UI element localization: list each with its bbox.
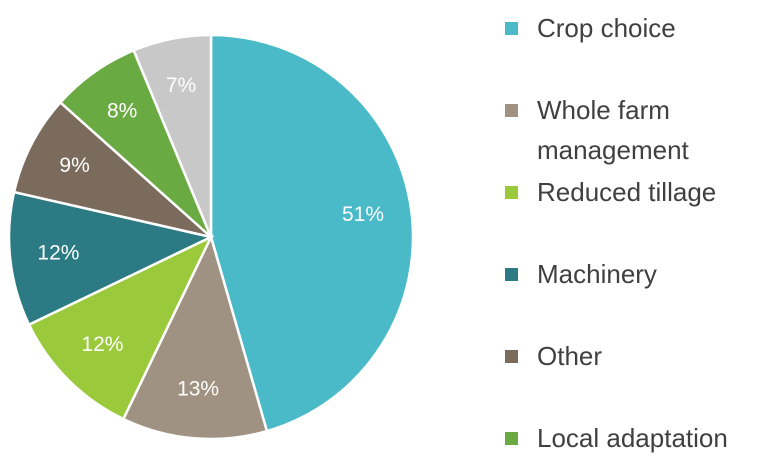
pie-slice bbox=[209, 33, 415, 433]
data-label: 7% bbox=[166, 74, 196, 97]
legend-entry: Local adaptation bbox=[505, 418, 767, 458]
data-label: 8% bbox=[107, 99, 137, 122]
legend-label: Other bbox=[537, 341, 603, 371]
pie-slice bbox=[12, 100, 212, 239]
data-label: 12% bbox=[81, 333, 123, 356]
data-label: 12% bbox=[37, 242, 79, 265]
data-label: 13% bbox=[177, 378, 219, 401]
legend-swatch bbox=[505, 432, 518, 445]
pie-slice bbox=[121, 233, 269, 441]
pie-slice bbox=[7, 190, 215, 327]
legend-swatch bbox=[505, 186, 518, 199]
legend-label: Whole farm management bbox=[537, 95, 689, 165]
pie-slice bbox=[132, 33, 213, 238]
legend-swatch bbox=[505, 104, 518, 117]
legend-entry: Reduced tillage bbox=[505, 172, 767, 212]
data-label: 9% bbox=[59, 154, 89, 177]
legend-entry: Whole farm management bbox=[505, 90, 767, 170]
legend-swatch bbox=[505, 350, 518, 363]
pie-slice bbox=[27, 234, 214, 421]
legend-swatch bbox=[505, 268, 518, 281]
legend-label: Machinery bbox=[537, 259, 657, 289]
data-label: 51% bbox=[342, 203, 384, 226]
legend-entry: Machinery bbox=[505, 254, 767, 294]
chart: 51% 13% 12% 12% 9% 8% 7% bbox=[7, 33, 415, 441]
legend-entry: Other bbox=[505, 336, 767, 376]
legend-swatch bbox=[505, 22, 518, 35]
legend-label: Reduced tillage bbox=[537, 177, 717, 207]
legend-entry: Crop choice bbox=[505, 8, 767, 48]
legend-label: Local adaptation bbox=[537, 423, 728, 453]
legend-label: Crop choice bbox=[537, 13, 676, 43]
legend: Crop choice Whole farm management Reduced … bbox=[505, 0, 767, 453]
